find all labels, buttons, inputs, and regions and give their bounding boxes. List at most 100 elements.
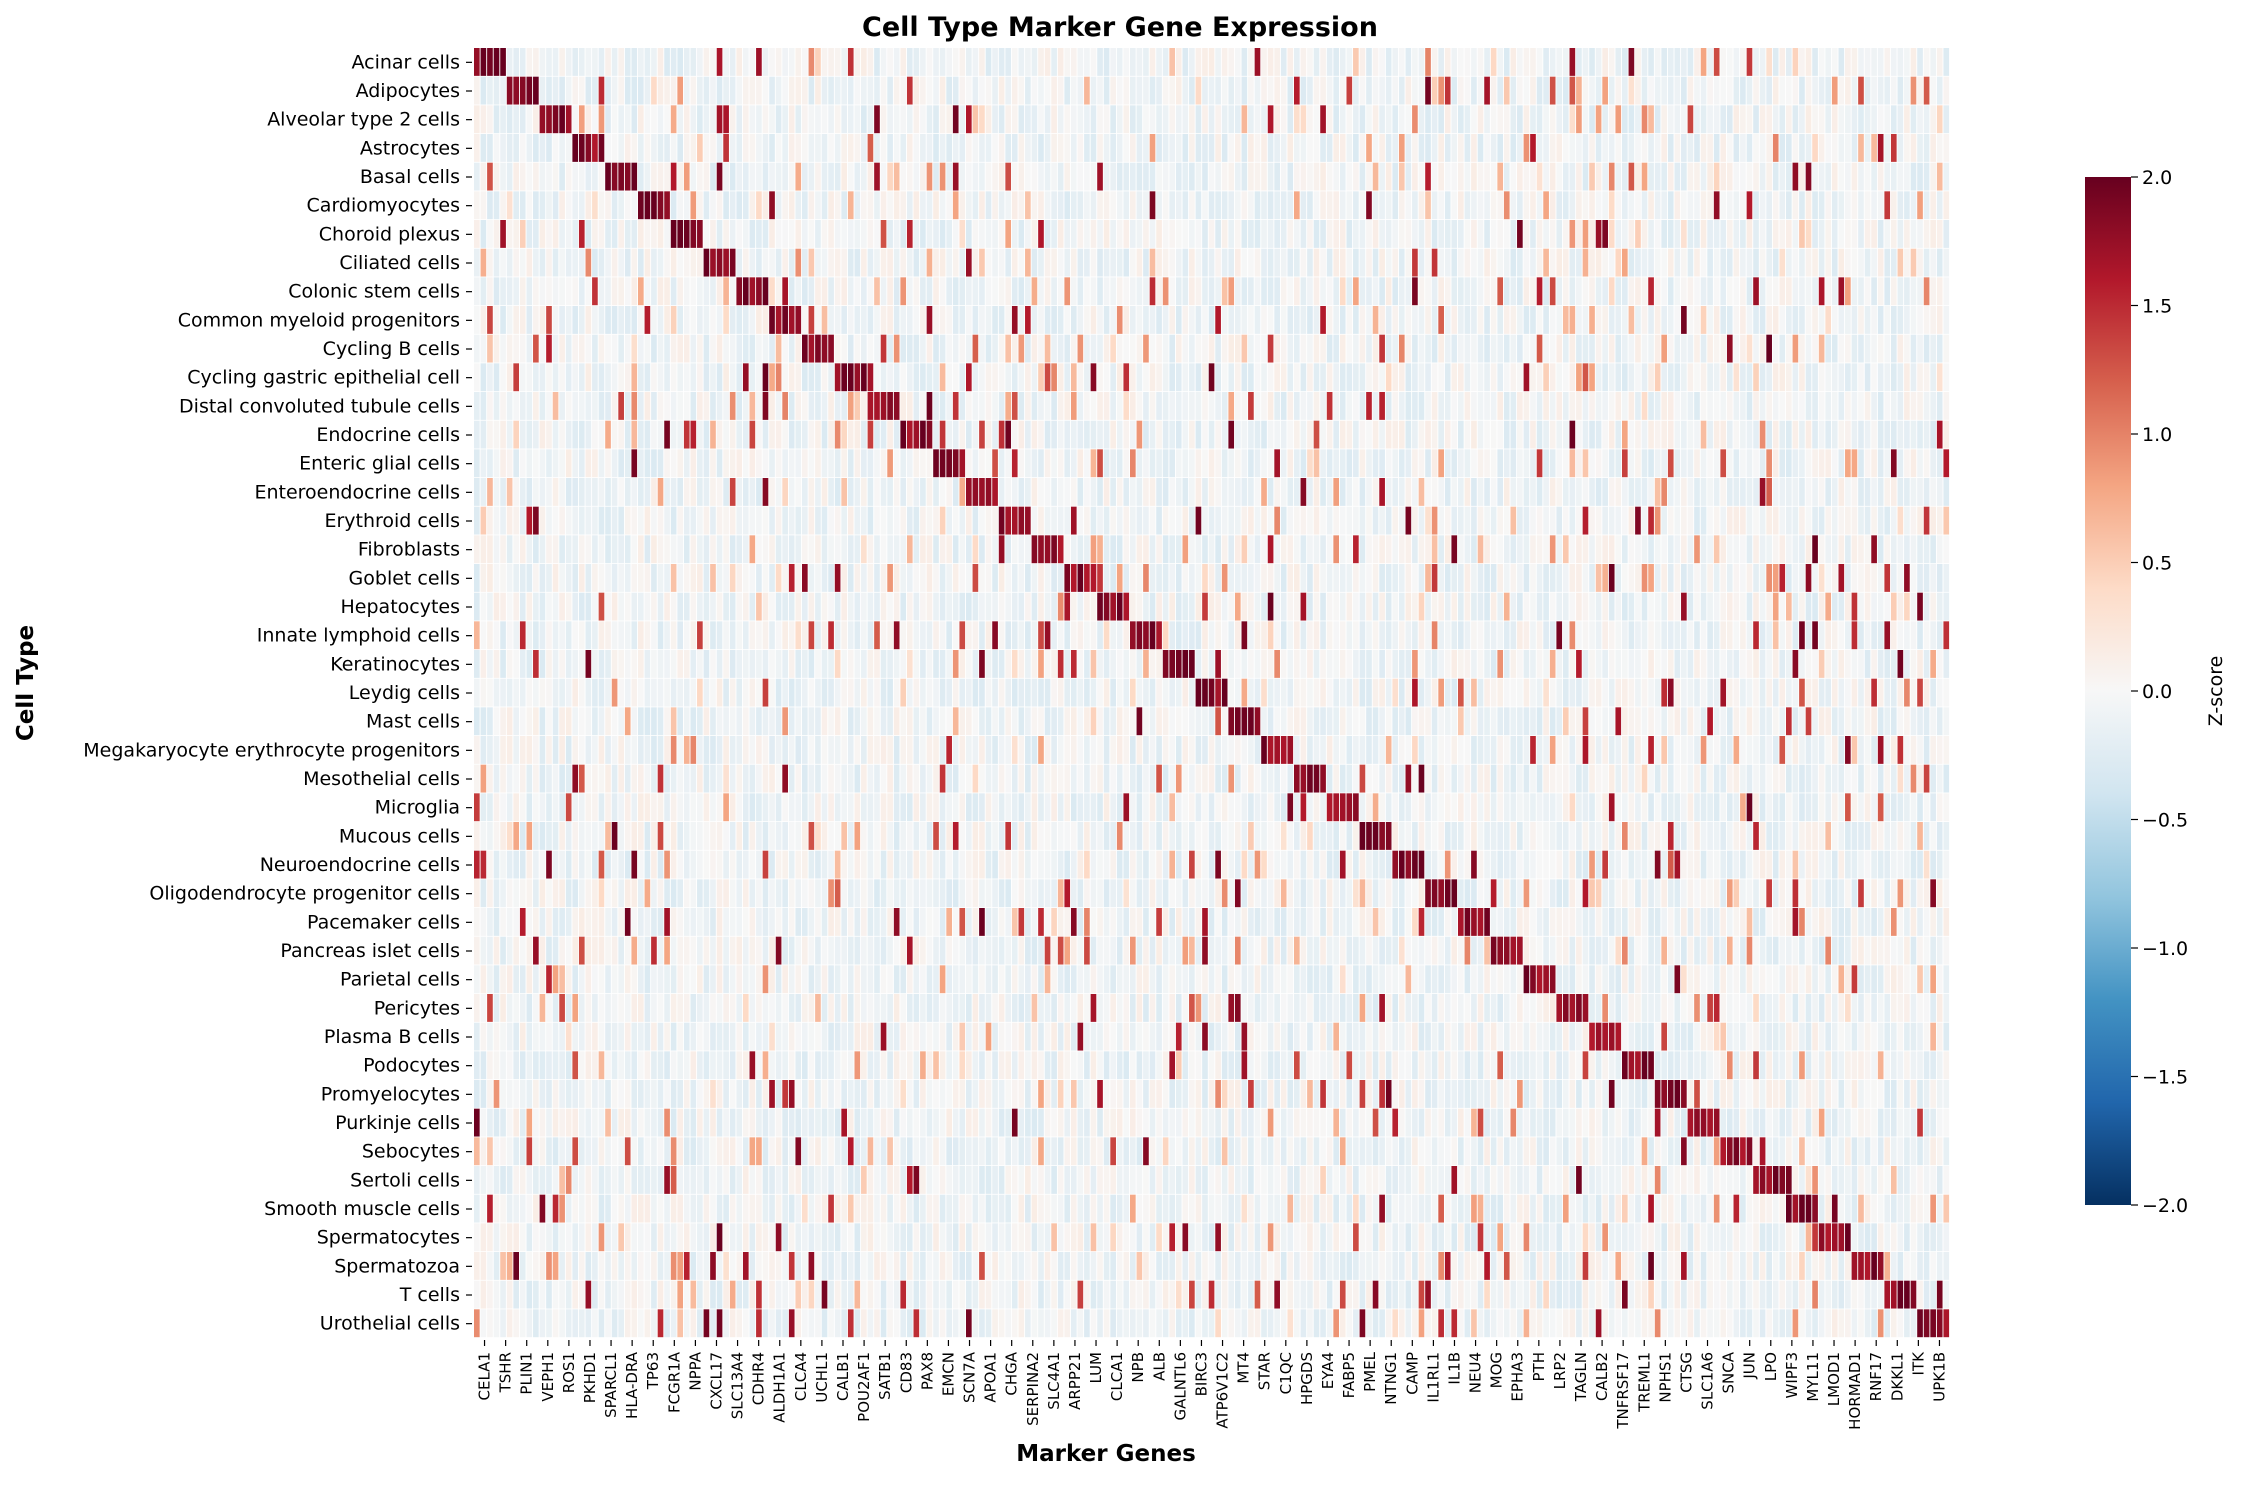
heatmap-cell — [1622, 306, 1628, 334]
heatmap-cell — [1031, 191, 1038, 220]
heatmap-cell — [677, 277, 684, 306]
heatmap-cell — [651, 392, 657, 420]
heatmap-cell — [1116, 363, 1123, 392]
heatmap-cell — [683, 478, 690, 506]
heatmap-cell — [1287, 248, 1294, 277]
heatmap-cell — [1740, 162, 1746, 191]
heatmap-cell — [1503, 134, 1510, 162]
heatmap-cell — [683, 650, 690, 678]
heatmap-cell — [920, 592, 926, 621]
heatmap-cell — [1261, 420, 1267, 449]
heatmap-cell — [598, 76, 605, 105]
heatmap-cell — [1254, 564, 1261, 592]
heatmap-cell — [1464, 248, 1471, 277]
heatmap-cell — [821, 248, 828, 277]
heatmap-cell — [1300, 277, 1307, 306]
heatmap-cell — [782, 220, 788, 248]
heatmap-cell — [1674, 162, 1681, 191]
heatmap-cell — [1562, 392, 1569, 420]
heatmap-cell — [1241, 506, 1248, 535]
heatmap-cell — [959, 306, 966, 334]
heatmap-cell — [1162, 650, 1169, 678]
heatmap-cell — [834, 535, 841, 564]
heatmap-cell — [1845, 191, 1851, 220]
heatmap-cell — [756, 392, 762, 420]
heatmap-cell — [802, 334, 808, 363]
heatmap-cell — [1280, 363, 1287, 392]
heatmap-cell — [1582, 334, 1589, 363]
heatmap-cell — [1713, 191, 1720, 220]
heatmap-cell — [729, 678, 736, 707]
heatmap-cell — [552, 191, 559, 220]
heatmap-cell — [1294, 162, 1300, 191]
heatmap-cell — [585, 277, 592, 306]
heatmap-cell — [1156, 535, 1162, 564]
heatmap-cell — [1070, 420, 1077, 449]
heatmap-cell — [893, 478, 900, 506]
heatmap-cell — [1628, 248, 1635, 277]
heatmap-cell — [1503, 306, 1510, 334]
heatmap-cell — [1221, 248, 1228, 277]
heatmap-cell — [1425, 478, 1431, 506]
heatmap-cell — [1858, 306, 1864, 334]
heatmap-cell — [1923, 76, 1930, 105]
heatmap-cell — [946, 363, 952, 392]
heatmap-cell — [1864, 277, 1871, 306]
heatmap-cell — [519, 650, 526, 678]
heatmap-cell — [736, 48, 743, 76]
heatmap-cell — [493, 48, 500, 76]
heatmap-cell — [1536, 449, 1543, 478]
heatmap-cell — [638, 478, 644, 506]
heatmap-cell — [1471, 191, 1477, 220]
heatmap-cell — [487, 650, 493, 678]
heatmap-cell — [1005, 191, 1012, 220]
heatmap-cell — [1641, 621, 1648, 650]
heatmap-cell — [985, 478, 992, 506]
heatmap-cell — [729, 621, 736, 650]
heatmap-cell — [1753, 564, 1759, 592]
heatmap-cell — [1746, 449, 1753, 478]
heatmap-cell — [808, 48, 815, 76]
heatmap-cell — [1884, 478, 1891, 506]
heatmap-cell — [1313, 392, 1320, 420]
heatmap-cell — [1438, 592, 1444, 621]
heatmap-cell — [1346, 478, 1353, 506]
heatmap-cell — [572, 220, 579, 248]
heatmap-cell — [644, 162, 651, 191]
heatmap-cell — [1530, 478, 1536, 506]
heatmap-cell — [1175, 162, 1182, 191]
heatmap-cell — [854, 334, 861, 363]
heatmap-cell — [749, 48, 756, 76]
heatmap-cell — [1287, 162, 1294, 191]
heatmap-cell — [1353, 48, 1359, 76]
heatmap-cell — [939, 105, 946, 134]
heatmap-cell — [1733, 478, 1740, 506]
heatmap-cell — [1812, 277, 1818, 306]
heatmap-cell — [1569, 449, 1576, 478]
heatmap-cell — [1018, 420, 1025, 449]
heatmap-cell — [1510, 621, 1517, 650]
heatmap-cell — [710, 535, 716, 564]
heatmap-cell — [1130, 449, 1136, 478]
heatmap-cell — [1031, 76, 1038, 105]
heatmap-cell — [1287, 191, 1294, 220]
heatmap-cell — [533, 535, 539, 564]
heatmap-cell — [1687, 105, 1694, 134]
heatmap-cell — [546, 363, 552, 392]
heatmap-cell — [1497, 535, 1504, 564]
heatmap-cell — [1189, 420, 1195, 449]
heatmap-cell — [1831, 248, 1838, 277]
heatmap-cell — [677, 248, 684, 277]
heatmap-cell — [788, 306, 795, 334]
heatmap-cell — [841, 363, 848, 392]
heatmap-cell — [972, 449, 979, 478]
heatmap-cell — [690, 363, 697, 392]
heatmap-cell — [546, 105, 552, 134]
heatmap-cell — [624, 48, 631, 76]
heatmap-cell — [1818, 535, 1825, 564]
heatmap-cell — [1648, 478, 1654, 506]
heatmap-cell — [1398, 220, 1405, 248]
heatmap-cell — [618, 306, 624, 334]
heatmap-cell — [1884, 162, 1891, 191]
heatmap-cell — [683, 220, 690, 248]
